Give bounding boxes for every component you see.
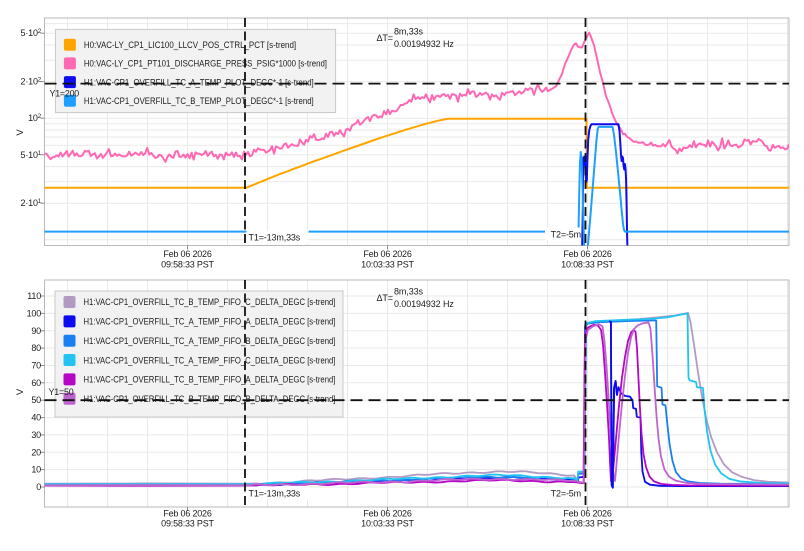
svg-text:Y1=50: Y1=50 — [49, 387, 74, 397]
svg-text:0.00194932 Hz: 0.00194932 Hz — [394, 299, 454, 309]
svg-text:40: 40 — [31, 413, 41, 423]
svg-text:H0:VAC-LY_CP1_LIC100_LLCV_POS_: H0:VAC-LY_CP1_LIC100_LLCV_POS_CTRL_PCT [… — [84, 40, 296, 50]
svg-text:ΔT=: ΔT= — [377, 293, 393, 303]
svg-text:T1=-13m,33s: T1=-13m,33s — [249, 489, 301, 499]
svg-text:20: 20 — [31, 447, 41, 457]
svg-text:H1:VAC-CP1_OVERFILL_TC_B_TEMP_: H1:VAC-CP1_OVERFILL_TC_B_TEMP_FIFO_B_DEL… — [84, 394, 336, 404]
svg-text:H1:VAC-CP1_OVERFILL_TC_B_TEMP_: H1:VAC-CP1_OVERFILL_TC_B_TEMP_FIFO_C_DEL… — [84, 297, 336, 307]
svg-text:90: 90 — [31, 326, 41, 336]
svg-text:H0:VAC-LY_CP1_PT101_DISCHARGE_: H0:VAC-LY_CP1_PT101_DISCHARGE_PRESS_PSIG… — [84, 59, 327, 69]
svg-text:V: V — [15, 129, 26, 136]
svg-text:T2=-5m: T2=-5m — [551, 230, 581, 240]
svg-text:30: 30 — [31, 430, 41, 440]
svg-text:8m,33s: 8m,33s — [394, 27, 424, 37]
svg-text:0.00194932 Hz: 0.00194932 Hz — [394, 39, 454, 49]
svg-text:H1:VAC-CP1_OVERFILL_TC_A_TEMP_: H1:VAC-CP1_OVERFILL_TC_A_TEMP_FIFO_B_DEL… — [84, 336, 336, 346]
svg-text:5·102: 5·102 — [21, 28, 42, 38]
svg-text:Feb 06 2026: Feb 06 2026 — [163, 508, 212, 518]
svg-text:H1:VAC-CP1_OVERFILL_TC_A_TEMP_: H1:VAC-CP1_OVERFILL_TC_A_TEMP_FIFO_A_DEL… — [84, 317, 336, 327]
svg-text:10: 10 — [31, 465, 41, 475]
svg-text:09:58:33 PST: 09:58:33 PST — [161, 259, 214, 269]
svg-text:10:03:33 PST: 10:03:33 PST — [361, 518, 414, 528]
svg-text:80: 80 — [31, 343, 41, 353]
svg-text:Feb 06 2026: Feb 06 2026 — [163, 249, 212, 259]
svg-text:110: 110 — [27, 291, 41, 301]
svg-text:Y1=200: Y1=200 — [50, 89, 80, 99]
svg-text:H1:VAC-CP1_OVERFILL_TC_A_TEMP_: H1:VAC-CP1_OVERFILL_TC_A_TEMP_FIFO_C_DEL… — [84, 355, 336, 365]
svg-text:2·102: 2·102 — [21, 77, 42, 87]
svg-text:100: 100 — [27, 308, 42, 318]
svg-text:H1:VAC-CP1_OVERFILL_TC_B_TEMP_: H1:VAC-CP1_OVERFILL_TC_B_TEMP_PLOT_DEGC*… — [84, 96, 314, 106]
svg-text:102: 102 — [28, 113, 42, 123]
svg-text:10:03:33 PST: 10:03:33 PST — [361, 259, 414, 269]
svg-text:Feb 06 2026: Feb 06 2026 — [363, 249, 412, 259]
svg-text:H1:VAC-CP1_OVERFILL_TC_A_TEMP_: H1:VAC-CP1_OVERFILL_TC_A_TEMP_PLOT_DEGC*… — [84, 77, 314, 87]
svg-text:70: 70 — [31, 361, 41, 371]
svg-text:ΔT=: ΔT= — [377, 33, 393, 43]
svg-text:09:58:33 PST: 09:58:33 PST — [161, 518, 214, 528]
svg-text:10:08:33 PST: 10:08:33 PST — [561, 518, 614, 528]
svg-text:H1:VAC-CP1_OVERFILL_TC_B_TEMP_: H1:VAC-CP1_OVERFILL_TC_B_TEMP_FIFO_A_DEL… — [84, 375, 336, 385]
svg-text:2·101: 2·101 — [21, 198, 42, 208]
svg-text:5·101: 5·101 — [21, 150, 42, 160]
svg-text:Feb 06 2026: Feb 06 2026 — [363, 508, 412, 518]
svg-text:T1=-13m,33s: T1=-13m,33s — [249, 233, 301, 243]
svg-text:Feb 06 2026: Feb 06 2026 — [563, 249, 612, 259]
svg-text:50: 50 — [31, 395, 41, 405]
svg-text:60: 60 — [31, 378, 41, 388]
svg-text:Feb 06 2026: Feb 06 2026 — [563, 508, 612, 518]
svg-text:V: V — [15, 388, 26, 395]
svg-text:8m,33s: 8m,33s — [394, 287, 424, 297]
svg-text:0: 0 — [36, 482, 41, 492]
svg-text:T2=-5m: T2=-5m — [551, 489, 581, 499]
svg-text:10:08:33 PST: 10:08:33 PST — [561, 259, 614, 269]
